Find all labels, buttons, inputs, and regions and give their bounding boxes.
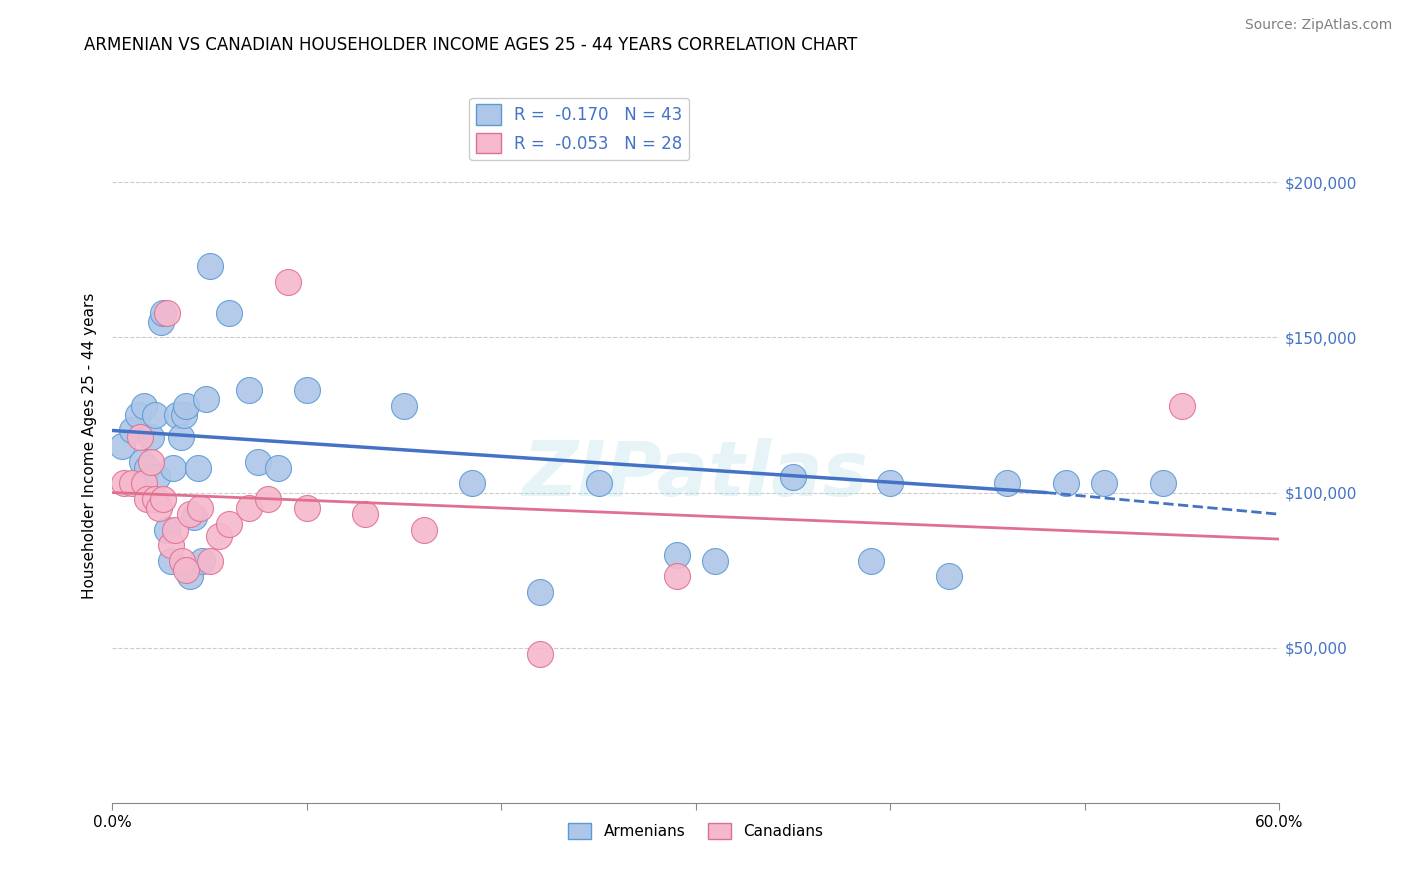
Point: [121, 424, 143, 438]
Point: [136, 491, 159, 506]
Point: [141, 454, 163, 468]
Point: [132, 399, 155, 413]
Point: [179, 508, 201, 522]
Point: [938, 569, 960, 583]
Point: [665, 569, 688, 583]
Point: [238, 501, 260, 516]
Point: [860, 554, 883, 568]
Point: [198, 554, 221, 568]
Text: ARMENIAN VS CANADIAN HOUSEHOLDER INCOME AGES 25 - 44 YEARS CORRELATION CHART: ARMENIAN VS CANADIAN HOUSEHOLDER INCOME …: [84, 36, 858, 54]
Point: [146, 470, 169, 484]
Point: [208, 529, 231, 543]
Point: [194, 392, 217, 407]
Point: [173, 408, 195, 422]
Point: [276, 275, 298, 289]
Point: [156, 305, 179, 319]
Point: [295, 501, 318, 516]
Point: [150, 315, 173, 329]
Point: [132, 476, 155, 491]
Point: [295, 383, 318, 397]
Point: [247, 454, 270, 468]
Text: Source: ZipAtlas.com: Source: ZipAtlas.com: [1244, 18, 1392, 32]
Point: [461, 476, 484, 491]
Point: [136, 460, 159, 475]
Point: [412, 523, 434, 537]
Point: [191, 554, 214, 568]
Point: [529, 647, 551, 661]
Point: [143, 491, 166, 506]
Point: [267, 460, 290, 475]
Point: [1152, 476, 1174, 491]
Point: [131, 454, 153, 468]
Point: [1094, 476, 1116, 491]
Point: [257, 491, 280, 506]
Point: [394, 399, 416, 413]
Point: [156, 523, 179, 537]
Point: [152, 491, 174, 506]
Point: [782, 470, 804, 484]
Point: [121, 476, 143, 491]
Point: [163, 523, 186, 537]
Point: [152, 305, 174, 319]
Point: [176, 399, 198, 413]
Point: [588, 476, 610, 491]
Point: [169, 430, 191, 444]
Point: [128, 430, 150, 444]
Point: [198, 259, 221, 273]
Point: [141, 430, 163, 444]
Point: [112, 476, 135, 491]
Point: [160, 538, 183, 552]
Point: [127, 408, 149, 422]
Point: [183, 510, 205, 524]
Point: [995, 476, 1018, 491]
Point: [1054, 476, 1077, 491]
Point: [166, 408, 188, 422]
Point: [179, 569, 201, 583]
Point: [665, 548, 688, 562]
Point: [188, 501, 211, 516]
Text: ZIPatlas: ZIPatlas: [523, 438, 869, 511]
Point: [218, 305, 240, 319]
Point: [354, 508, 377, 522]
Legend: Armenians, Canadians: Armenians, Canadians: [562, 817, 830, 845]
Point: [143, 408, 166, 422]
Point: [187, 460, 209, 475]
Point: [176, 563, 198, 577]
Point: [162, 460, 184, 475]
Point: [160, 554, 183, 568]
Point: [148, 501, 170, 516]
Point: [111, 439, 134, 453]
Point: [172, 554, 194, 568]
Point: [238, 383, 260, 397]
Y-axis label: Householder Income Ages 25 - 44 years: Householder Income Ages 25 - 44 years: [82, 293, 97, 599]
Point: [529, 584, 551, 599]
Point: [1171, 399, 1194, 413]
Point: [704, 554, 727, 568]
Point: [879, 476, 901, 491]
Point: [218, 516, 240, 531]
